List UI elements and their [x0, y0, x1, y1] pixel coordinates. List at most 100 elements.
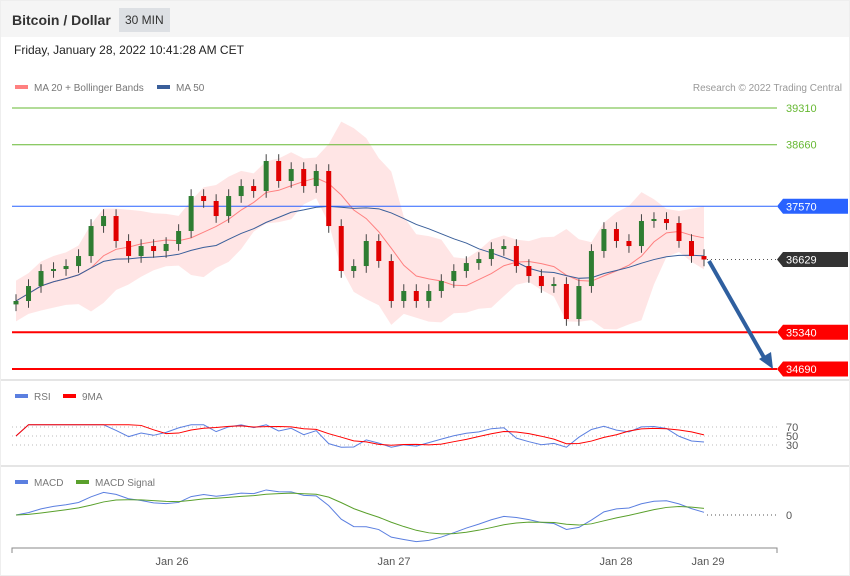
legend-rsi: RSI: [34, 392, 51, 403]
legend-rsi-ma-swatch: [63, 394, 76, 398]
candle-body: [526, 266, 532, 277]
candle-body: [151, 246, 157, 252]
candle-body: [426, 291, 432, 302]
candle-body: [376, 241, 382, 262]
level-label-38660: 38660: [786, 140, 817, 152]
candle-body: [38, 271, 44, 287]
candle-body: [501, 246, 507, 250]
x-tick: Jan 29: [691, 556, 724, 568]
header-bar: Bitcoin / Dollar 30 MIN: [1, 1, 849, 37]
candle-body: [351, 266, 357, 272]
candle-body: [413, 291, 419, 302]
level-label-37570: 37570: [786, 201, 817, 213]
legend-macd: MACD: [34, 478, 63, 489]
candle-body: [63, 266, 69, 270]
candle-body: [513, 246, 519, 267]
credit: Research © 2022 Trading Central: [693, 83, 842, 94]
x-tick: Jan 28: [599, 556, 632, 568]
candle-body: [651, 219, 657, 221]
bollinger-band: [16, 121, 704, 330]
candle-body: [301, 169, 307, 187]
candle-body: [663, 219, 669, 224]
candle-body: [438, 281, 444, 292]
legend-ma50-swatch: [157, 85, 170, 89]
candle-body: [251, 186, 257, 191]
candle-body: [201, 196, 207, 201]
level-label-34690: 34690: [786, 364, 817, 376]
candle-body: [576, 286, 582, 320]
candle-body: [51, 269, 57, 272]
legend-ma20-swatch: [15, 85, 28, 89]
candle-body: [588, 251, 594, 287]
rsi-ma-line: [15, 424, 705, 446]
candle-body: [538, 276, 544, 287]
legend-macd-signal-swatch: [76, 480, 89, 484]
level-label-39310: 39310: [786, 103, 817, 115]
candle-body: [601, 229, 607, 252]
candle-body: [101, 216, 107, 227]
candle-body: [188, 196, 194, 232]
legend-ma50: MA 50: [176, 83, 205, 94]
macd-line: [15, 489, 705, 543]
level-tag-34690: [777, 361, 848, 377]
macd-signal-line: [15, 492, 705, 535]
candle-body: [388, 261, 394, 302]
candle-body: [263, 160, 269, 191]
level-tag-35340: [777, 324, 848, 340]
timeframe-button[interactable]: 30 MIN: [119, 8, 170, 32]
candle-body: [701, 256, 707, 260]
legend-ma20: MA 20 + Bollinger Bands: [34, 83, 144, 94]
datetime: Friday, January 28, 2022 10:41:28 AM CET: [14, 43, 244, 57]
forecast-arrow: [707, 260, 768, 362]
x-tick: Jan 27: [377, 556, 410, 568]
candle-body: [676, 223, 682, 242]
candle-body: [163, 243, 169, 252]
candle-body: [563, 283, 569, 320]
candle-body: [76, 256, 82, 267]
candle-body: [626, 241, 632, 247]
legend-rsi-swatch: [15, 394, 28, 398]
candle-body: [401, 291, 407, 302]
level-label-35340: 35340: [786, 327, 817, 339]
candle-body: [463, 263, 469, 272]
level-tag-36629: [777, 251, 848, 267]
level-tag-37570: [777, 198, 848, 214]
candle-body: [638, 221, 644, 247]
candle-body: [113, 216, 119, 242]
candle-body: [176, 231, 182, 244]
instrument-title: Bitcoin / Dollar: [12, 12, 111, 28]
candle-body: [613, 229, 619, 242]
candle-body: [213, 200, 219, 217]
x-tick: Jan 26: [155, 556, 188, 568]
candle-body: [26, 286, 32, 302]
candle-body: [288, 169, 294, 181]
candle-body: [138, 246, 144, 257]
candle-body: [276, 160, 282, 181]
rsi-line: [15, 424, 705, 448]
rsi-tick: 70: [786, 422, 798, 434]
candle-body: [338, 226, 344, 272]
candle-body: [551, 283, 557, 287]
candle-body: [226, 196, 232, 217]
candle-body: [688, 241, 694, 257]
candle-body: [363, 241, 369, 267]
rsi-tick: 30: [786, 440, 798, 452]
forecast-arrowhead: [759, 352, 773, 369]
legend-macd-swatch: [15, 480, 28, 484]
candle-body: [13, 301, 19, 305]
level-label-36629: 36629: [786, 254, 817, 266]
rsi-tick: 50: [786, 431, 798, 443]
candle-body: [313, 170, 319, 187]
x-axis: [11, 547, 778, 553]
candle-body: [451, 271, 457, 282]
candle-body: [488, 249, 494, 260]
candle-body: [238, 186, 244, 197]
candle-body: [126, 241, 132, 257]
candle-body: [476, 259, 482, 264]
legend-rsi-ma: 9MA: [82, 392, 103, 403]
candle-body: [88, 226, 94, 257]
legend-macd-signal: MACD Signal: [95, 478, 155, 489]
candle-body: [326, 170, 332, 227]
